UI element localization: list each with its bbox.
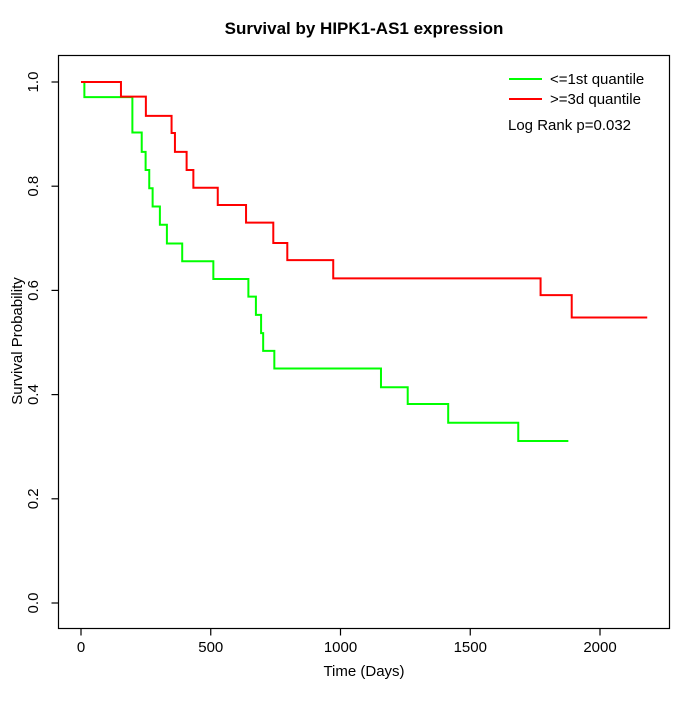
legend: <=1st quantile >=3d quantile Log Rank p=… <box>508 71 644 134</box>
legend-label-low-expression: <=1st quantile <box>550 71 644 88</box>
y-tick-label: 0.0 <box>25 593 42 614</box>
legend-label-high-expression: >=3d quantile <box>550 91 641 108</box>
x-tick-label: 1000 <box>324 639 357 656</box>
y-axis-label: Survival Probability <box>9 277 26 405</box>
chart-title: Survival by HIPK1-AS1 expression <box>225 19 504 38</box>
x-axis-label: Time (Days) <box>323 663 404 680</box>
y-tick-label: 0.4 <box>25 384 42 405</box>
log-rank-annotation: Log Rank p=0.032 <box>508 117 631 134</box>
chart-generated-content: 0 500 1000 1500 2000 0.0 0.2 0.4 0.6 0.8 1.0 <box>25 72 648 656</box>
plot-box <box>57 54 671 630</box>
survival-curve-high-expression <box>81 81 648 319</box>
y-tick-label: 0.2 <box>25 488 42 509</box>
y-tick-label: 0.8 <box>25 176 42 197</box>
x-tick-label: 500 <box>198 639 223 656</box>
x-tick-label: 1500 <box>454 639 487 656</box>
x-tick-label: 2000 <box>583 639 616 656</box>
y-tick-label: 0.6 <box>25 280 42 301</box>
survival-curve-low-expression <box>81 81 569 442</box>
x-tick-label: 0 <box>77 639 85 656</box>
y-tick-label: 1.0 <box>25 72 42 93</box>
